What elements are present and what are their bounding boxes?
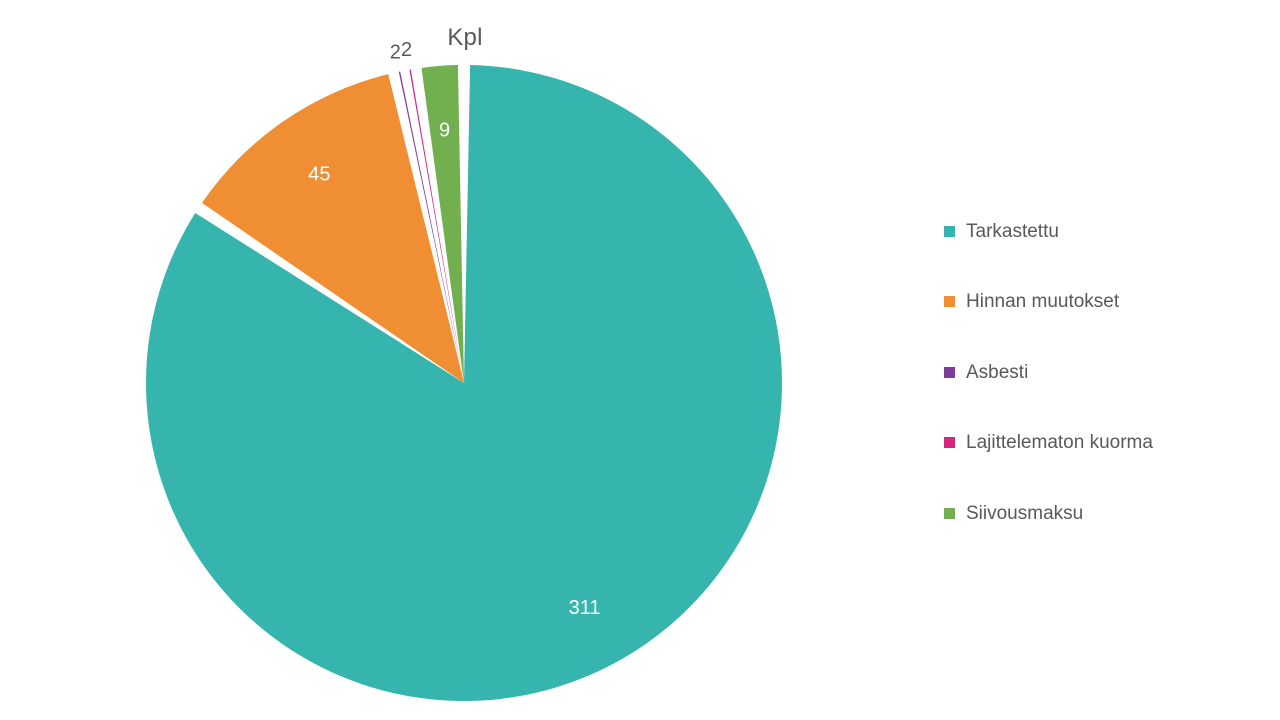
- legend-item[interactable]: Hinnan muutokset: [944, 267, 1264, 338]
- pie-slice[interactable]: [398, 71, 464, 383]
- pie-slice[interactable]: [409, 69, 464, 383]
- chart-legend: Tarkastettu Hinnan muutokset Asbesti Lajitt…: [944, 196, 1264, 549]
- legend-item-label: Siivousmaksu: [966, 502, 1084, 524]
- pie-slice-label-group: 311 45 2 2 9: [308, 39, 600, 619]
- pie-slice-group: [146, 65, 783, 702]
- pie-slice-label: 2: [401, 39, 412, 61]
- pie-slice[interactable]: [421, 65, 465, 383]
- legend-item[interactable]: Asbesti: [944, 337, 1264, 408]
- legend-swatch-icon: [944, 225, 955, 237]
- legend-swatch-icon: [944, 296, 955, 308]
- legend-swatch-icon: [944, 437, 955, 449]
- pie-slice-label: 9: [439, 119, 450, 141]
- legend-swatch-icon: [944, 366, 955, 378]
- legend-item-label: Tarkastettu: [966, 220, 1059, 242]
- pie-slice-label: 2: [390, 41, 401, 63]
- legend-item-label: Hinnan muutokset: [966, 291, 1120, 313]
- pie-slice-label: 45: [308, 164, 330, 186]
- pie-slice[interactable]: [201, 74, 464, 383]
- pie-slice-label: 311: [569, 597, 601, 619]
- pie-slice[interactable]: [146, 65, 783, 702]
- legend-item-label: Asbesti: [966, 361, 1029, 383]
- legend-swatch-icon: [944, 507, 955, 519]
- pie-svg: 311 45 2 2 9: [146, 39, 783, 702]
- legend-item[interactable]: Tarkastettu: [944, 196, 1264, 267]
- legend-item[interactable]: Siivousmaksu: [944, 478, 1264, 549]
- pie-plot-area: 311 45 2 2 9: [146, 39, 783, 702]
- legend-item[interactable]: Lajittelematon kuorma: [944, 408, 1264, 479]
- legend-item-label: Lajittelematon kuorma: [966, 432, 1153, 454]
